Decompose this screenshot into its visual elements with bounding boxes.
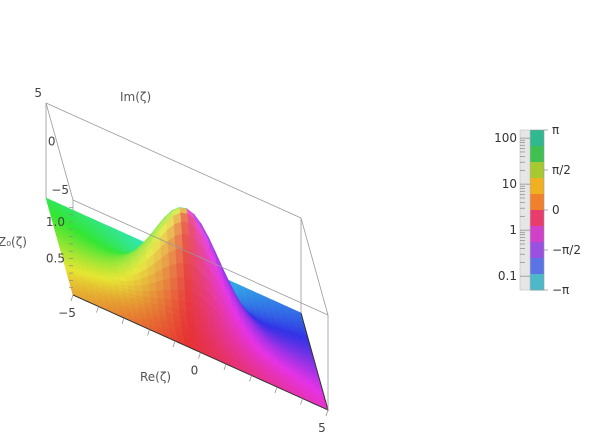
phase-tick-label: π/2: [552, 163, 571, 177]
surface-patch: [141, 283, 151, 292]
surface-patch: [133, 278, 143, 287]
surface-patch: [109, 266, 119, 271]
axis-ticks: −5 0 5 −5 0 5 0.5 1.0: [34, 86, 329, 432]
z-axis-label: Z₀(ζ): [0, 235, 27, 249]
phase-tick-label: 0: [552, 203, 560, 217]
x-tick-mark: [147, 329, 150, 336]
surface-patch: [173, 221, 183, 237]
x-tick-mark: [300, 398, 303, 405]
colorbar-swatch: [530, 162, 544, 179]
surface-patch: [155, 279, 165, 292]
surface-patch: [126, 280, 136, 287]
surface-patch: [176, 263, 185, 279]
x-tick-mark: [96, 306, 99, 313]
surface-patch: [108, 263, 118, 267]
x-tick-label: 0: [191, 364, 199, 378]
surface-patch: [176, 277, 186, 292]
x-tick-mark: [223, 363, 227, 371]
z-tick-label: 0.5: [46, 251, 65, 265]
surface-patch: [170, 289, 180, 302]
surface-patch: [163, 289, 173, 300]
colorbar-swatch: [530, 274, 544, 291]
x-tick-mark: [172, 340, 176, 348]
surface-patch: [134, 285, 144, 292]
x-tick-mark: [70, 294, 74, 302]
colorbar-swatch: [530, 258, 544, 275]
surface-patch: [169, 263, 178, 279]
x-tick-mark: [274, 386, 278, 394]
magnitude-tick-label: 0.1: [498, 269, 517, 283]
surface-patch: [175, 248, 185, 265]
colorbar-legend: 100 10 1 0.1 π π/2 0 −π/2 −π: [494, 123, 581, 297]
surface-patch: [181, 233, 191, 251]
surface-patch: [169, 277, 179, 291]
box-edge: [45, 102, 74, 201]
y-axis-label: Im(ζ): [120, 90, 151, 104]
magnitude-tick-label: 1: [509, 223, 517, 237]
y-tick-label: −5: [51, 183, 69, 197]
phase-tick-label: −π: [552, 283, 569, 297]
x-tick-label: −5: [58, 306, 76, 320]
phase-tick-label: π: [552, 123, 559, 137]
y-tick-label: 5: [34, 86, 42, 100]
surface-patch: [183, 263, 192, 281]
phase-tick-label: −π/2: [552, 243, 581, 257]
colorbar-swatch: [530, 194, 544, 211]
surface-patch: [181, 221, 190, 236]
x-axis-label: Re(ζ): [140, 370, 171, 384]
surface-patch: [118, 272, 127, 278]
colorbar-swatch: [530, 210, 544, 227]
colorbar-swatch: [530, 178, 544, 195]
colorbar-swatch: [530, 242, 544, 259]
box-edge: [72, 199, 329, 316]
z-tick-label: 1.0: [46, 215, 65, 229]
surface-patch: [156, 289, 166, 300]
colorbar-swatch: [530, 226, 544, 243]
x-tick-mark: [121, 317, 125, 325]
y-tick-label: 0: [48, 135, 56, 149]
magnitude-tick-label: 10: [502, 177, 517, 191]
x-tick-mark: [325, 409, 329, 417]
x-tick-mark: [249, 375, 252, 382]
box-edge: [300, 217, 329, 316]
colorbar-swatch: [530, 146, 544, 163]
surface-patch: [149, 290, 158, 299]
bounding-box-front: [72, 199, 329, 410]
surface-patch: [180, 212, 189, 224]
surface: [45, 197, 329, 411]
x-tick-label: 5: [318, 421, 326, 432]
magnitude-tick-label: 100: [494, 131, 517, 145]
surface-patch: [162, 278, 172, 291]
box-edge: [45, 102, 302, 219]
colorbar-swatch: [530, 130, 544, 147]
x-tick-mark: [198, 352, 201, 359]
surface-patch: [148, 282, 158, 292]
magnitude-strip: [519, 129, 531, 291]
